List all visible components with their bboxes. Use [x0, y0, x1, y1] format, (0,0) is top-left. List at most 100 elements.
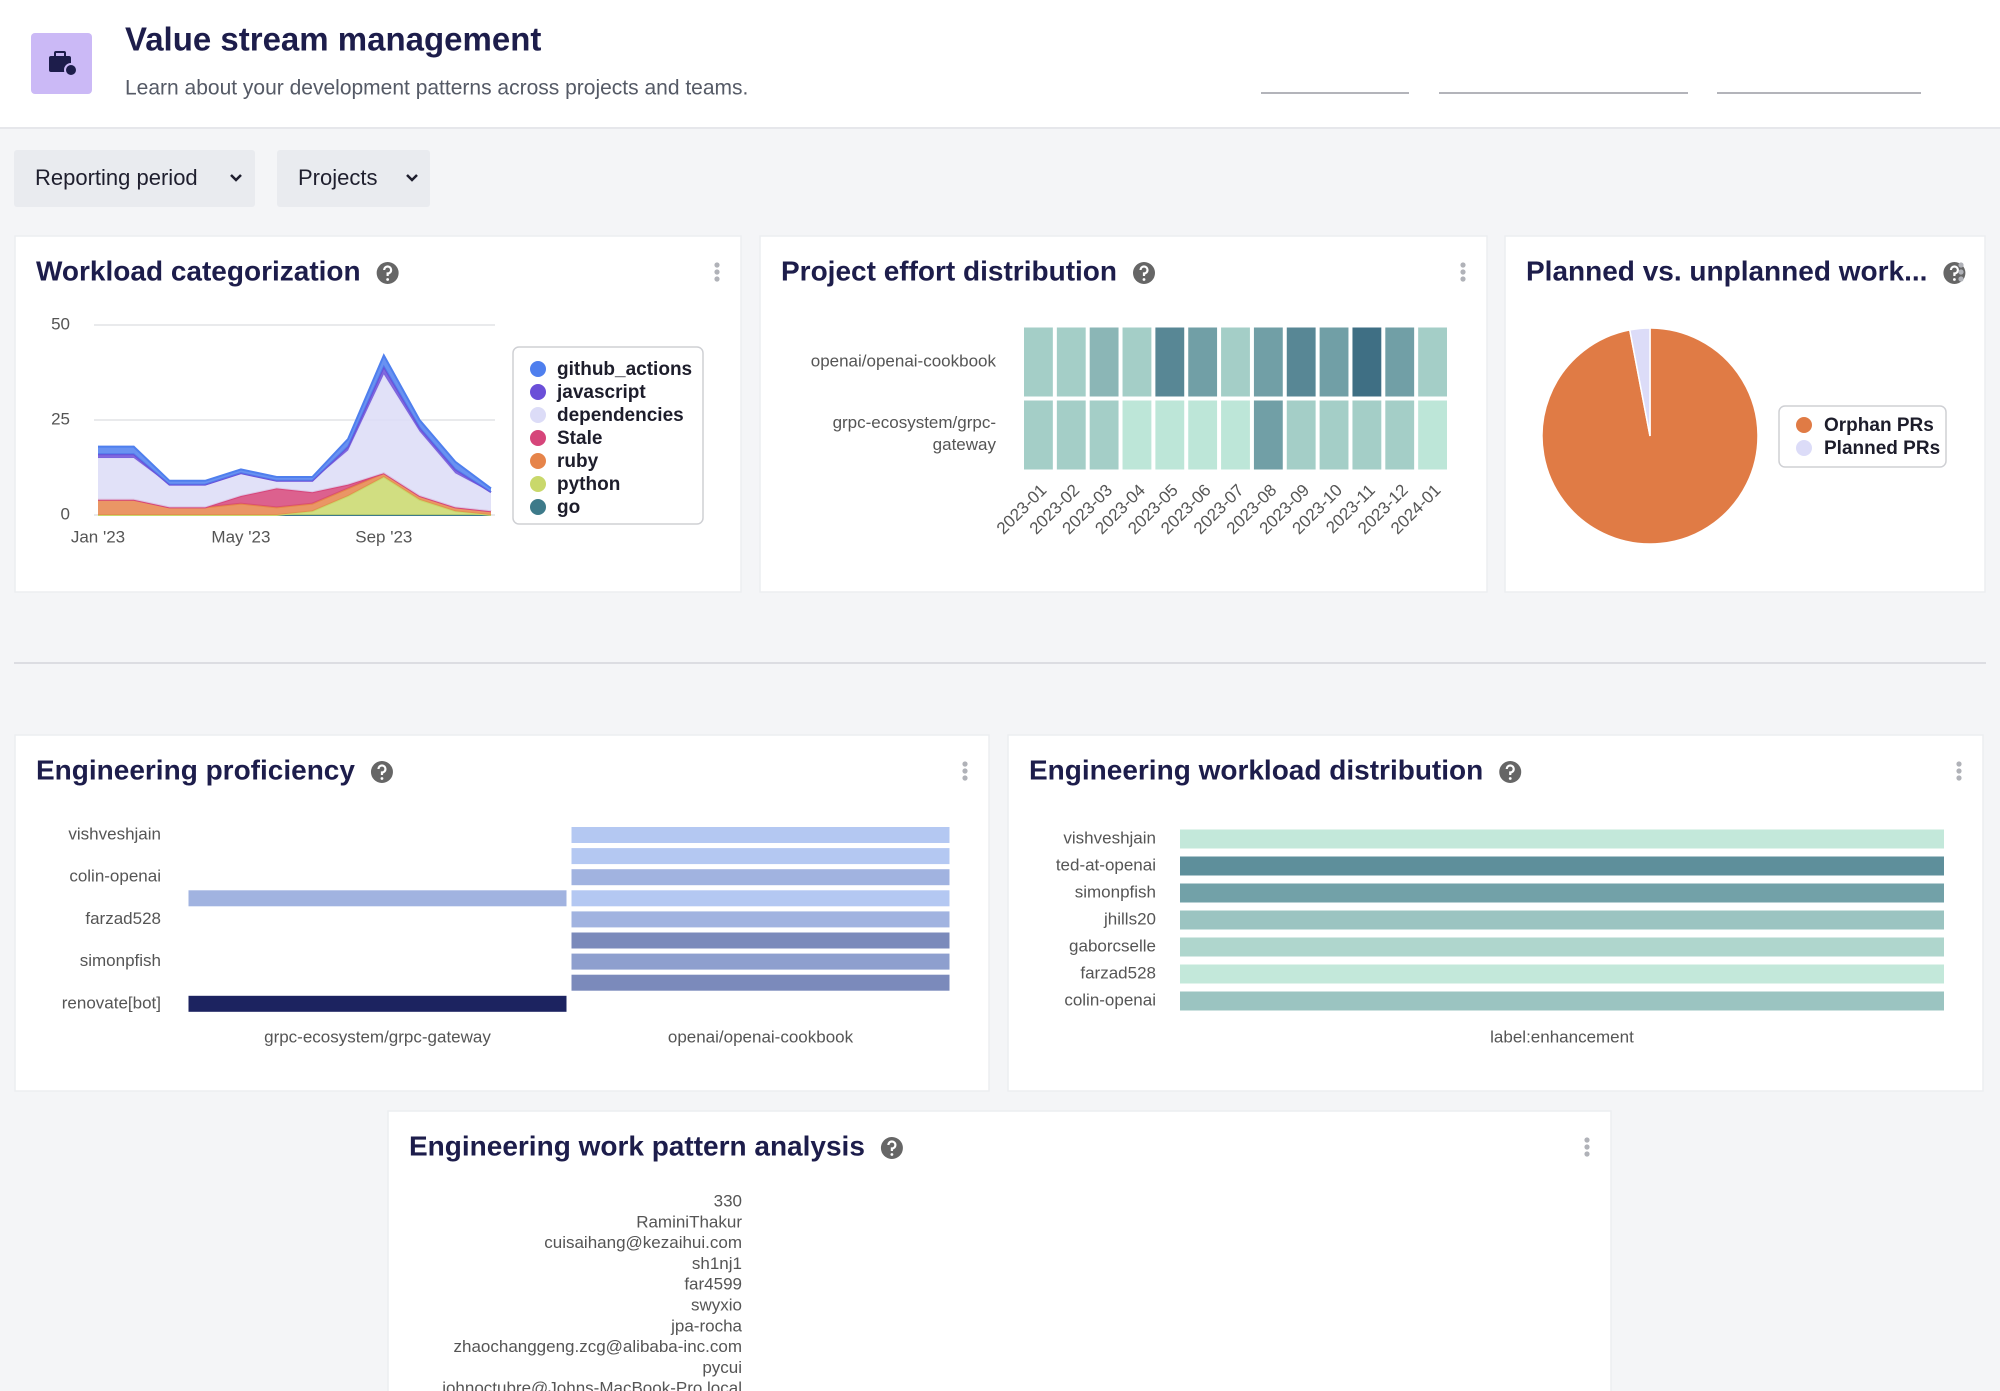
- help-dot[interactable]: [386, 278, 390, 281]
- legend-swatch: [530, 476, 546, 492]
- legend-label: Stale: [557, 428, 602, 449]
- header-bar: [0, 0, 2000, 128]
- row-label: vishveshjain: [1063, 828, 1156, 847]
- heatmap-cell: [1286, 327, 1316, 397]
- panel: Project effort distribution openai/openai…: [759, 235, 1488, 593]
- row-label: vishveshjain: [68, 824, 161, 843]
- row-label-line: grpc-ecosystem/grpc-: [833, 413, 996, 432]
- help-glyph[interactable]: [1505, 764, 1515, 776]
- help-dot[interactable]: [1953, 278, 1956, 281]
- legend-swatch: [530, 407, 546, 423]
- y-tick-label: 50: [51, 314, 70, 333]
- x-tick-label: Sep '23: [355, 527, 412, 546]
- help-glyph[interactable]: [377, 764, 387, 776]
- row-label: cuisaihang@kezaihui.com: [544, 1233, 742, 1252]
- heatmap-cell: [1155, 327, 1185, 397]
- menu-dot[interactable]: [1958, 269, 1964, 275]
- help-glyph[interactable]: [383, 265, 393, 277]
- heatmap-cell: [1253, 400, 1283, 470]
- menu-dot[interactable]: [962, 768, 968, 774]
- heatmap-cell: [571, 890, 950, 907]
- help-dot[interactable]: [890, 1153, 894, 1156]
- filter-bg[interactable]: [277, 150, 430, 207]
- filter-button[interactable]: Reporting period: [14, 150, 255, 207]
- menu-dot[interactable]: [962, 761, 968, 767]
- heatmap-cell: [1122, 327, 1152, 397]
- help-dot[interactable]: [380, 777, 384, 780]
- chevron[interactable]: [406, 174, 418, 182]
- legend-label: Planned PRs: [1824, 438, 1940, 459]
- heatmap-cell: [1352, 400, 1382, 470]
- help-glyph[interactable]: [1139, 265, 1149, 277]
- heatmap-cell: [1319, 327, 1349, 397]
- row-label-line: gateway: [933, 435, 997, 454]
- heatmap-cell: [1385, 400, 1415, 470]
- area: [98, 374, 491, 512]
- heatmap-cell: [188, 890, 567, 907]
- help-dot[interactable]: [1142, 278, 1146, 281]
- heatmap-cell: [571, 974, 950, 991]
- menu-dot[interactable]: [1956, 768, 1962, 774]
- area: [98, 473, 491, 512]
- panel-title: Workload categorization: [36, 255, 361, 286]
- help-glyph[interactable]: [1949, 265, 1959, 277]
- heatmap-cell: [1188, 327, 1218, 397]
- heatmap-cell: [1180, 856, 1944, 876]
- menu-dot[interactable]: [1956, 761, 1962, 767]
- pie-slice: [1628, 327, 1651, 437]
- panel-title: Engineering work pattern analysis: [409, 1130, 865, 1161]
- filter-label[interactable]: Projects: [298, 165, 377, 190]
- panel-title: Planned vs. unplanned work...: [1526, 255, 1927, 286]
- menu-dot[interactable]: [714, 269, 720, 275]
- heatmap-cell: [1024, 400, 1053, 470]
- menu-dot[interactable]: [714, 276, 720, 282]
- panel: Planned vs. unplanned work... Orphan PRsP…: [1504, 235, 1986, 593]
- legend-swatch: [530, 361, 546, 377]
- menu-dot[interactable]: [1958, 276, 1964, 282]
- menu-dot[interactable]: [1584, 1144, 1590, 1150]
- legend-swatch: [1796, 417, 1812, 433]
- filter-bg[interactable]: [14, 150, 255, 207]
- heatmap-cell: [1122, 400, 1152, 470]
- area-line: [98, 353, 492, 490]
- heatmap-cell: [1024, 327, 1053, 397]
- row-label: simonpfish: [1075, 882, 1156, 901]
- chevron[interactable]: [230, 174, 242, 182]
- panel-title: Engineering workload distribution: [1029, 754, 1483, 785]
- menu-dot[interactable]: [1956, 775, 1962, 781]
- legend-label: ruby: [557, 451, 599, 472]
- heatmap-cell: [1418, 400, 1447, 470]
- menu-dot[interactable]: [1584, 1151, 1590, 1157]
- legend-label: javascript: [556, 382, 646, 403]
- x-tick-label: May '23: [211, 527, 270, 546]
- heatmap-cell: [1352, 327, 1382, 397]
- legend-swatch: [530, 499, 546, 515]
- row-label: jpa-rocha: [670, 1316, 742, 1335]
- filter-button[interactable]: Projects: [277, 150, 430, 207]
- row-label: openai/openai-cookbook: [811, 351, 997, 370]
- legend-swatch: [530, 453, 546, 469]
- area: [98, 477, 491, 515]
- panel: Workload categorization 0 25 50 Jan '23 May '…: [14, 235, 742, 593]
- help-glyph[interactable]: [887, 1140, 897, 1151]
- row-label: gaborcselle: [1069, 936, 1156, 955]
- menu-dot[interactable]: [962, 775, 968, 781]
- row-label: 330: [714, 1191, 742, 1210]
- menu-dot[interactable]: [714, 262, 720, 268]
- legend-label: python: [557, 474, 620, 495]
- legend-swatch: [1796, 440, 1812, 456]
- filter-label[interactable]: Reporting period: [35, 165, 198, 190]
- briefcase-icon: [49, 51, 78, 77]
- row-label: farzad528: [1080, 963, 1156, 982]
- menu-dot[interactable]: [1460, 262, 1466, 268]
- column-label: grpc-ecosystem/grpc-gateway: [264, 1027, 491, 1046]
- menu-dot[interactable]: [1958, 262, 1964, 268]
- heatmap-cell: [571, 848, 950, 865]
- help-dot[interactable]: [1508, 777, 1512, 780]
- area: [98, 473, 491, 515]
- heatmap-cell: [1155, 400, 1185, 470]
- menu-dot[interactable]: [1584, 1137, 1590, 1143]
- menu-dot[interactable]: [1460, 269, 1466, 275]
- menu-dot[interactable]: [1460, 276, 1466, 282]
